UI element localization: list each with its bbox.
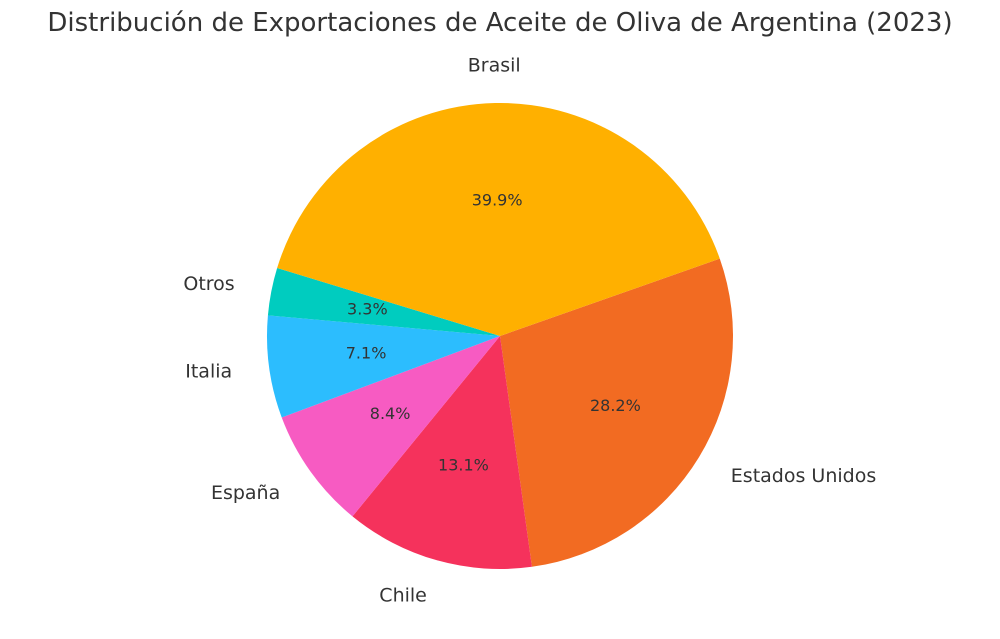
chart-title: Distribución de Exportaciones de Aceite … <box>47 8 953 38</box>
slice-label-italia: Italia <box>185 361 232 383</box>
pie-slice-estados-unidos <box>500 258 733 567</box>
labels-group: Estados Unidos 28.2% Chile 13.1% España 8.4% I… <box>183 54 876 606</box>
slice-label-chile: Chile <box>379 585 427 607</box>
pie-slice-espana <box>281 336 500 517</box>
slice-label-espana: España <box>211 482 280 504</box>
slice-value-label-italia: 7.1% <box>346 344 387 363</box>
slice-value-label-espana: 8.4% <box>370 404 411 423</box>
pie-slice-italia <box>267 315 500 418</box>
slice-value-label-chile: 13.1% <box>438 456 489 475</box>
pie-slice-chile <box>352 336 532 569</box>
pie-slice-brasil <box>277 102 720 336</box>
slices-group <box>267 102 733 569</box>
slice-value-label-otros: 3.3% <box>347 300 388 319</box>
slice-value-label-estados-unidos: 28.2% <box>590 396 641 415</box>
slice-label-brasil: Brasil <box>468 54 521 76</box>
pie-slice-otros <box>267 268 500 336</box>
slice-label-estados-unidos: Estados Unidos <box>731 465 876 487</box>
slice-label-otros: Otros <box>183 273 234 295</box>
slice-value-label-brasil: 39.9% <box>472 190 523 209</box>
